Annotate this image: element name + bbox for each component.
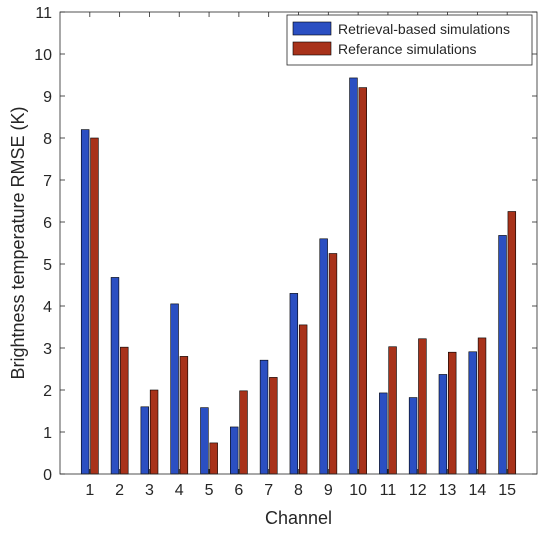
x-tick-label: 7 [264, 482, 273, 499]
bar-series1-ch10 [349, 77, 358, 475]
x-tick-label: 5 [205, 482, 214, 499]
bar-series2-ch11 [388, 346, 397, 475]
x-tick-label: 2 [115, 482, 124, 499]
legend: Retrieval-based simulations Referance sim… [286, 14, 533, 66]
x-tick-label: 8 [294, 482, 303, 499]
x-tick-label: 1 [85, 482, 94, 499]
bar-series2-ch14 [477, 337, 487, 475]
y-tick-label: 11 [35, 5, 52, 22]
y-tick-label: 1 [43, 425, 52, 442]
bar-series1-ch9 [319, 238, 328, 475]
bar-series1-ch7 [259, 359, 269, 475]
bar-series2-ch9 [328, 253, 338, 475]
bar-series1-ch5 [200, 407, 209, 475]
legend-swatch-series2 [292, 41, 332, 56]
x-tick-label: 6 [234, 482, 243, 499]
y-tick-label: 9 [43, 89, 52, 106]
y-tick-label: 2 [43, 383, 52, 400]
y-tick-label: 3 [43, 341, 52, 358]
bar-series2-ch13 [448, 351, 457, 475]
bar-series2-ch10 [358, 87, 367, 475]
bar-series2-ch8 [298, 324, 308, 475]
bar-series2-ch15 [507, 211, 517, 475]
y-tick-label: 6 [43, 215, 52, 232]
x-tick-label: 3 [145, 482, 154, 499]
bar-series1-ch6 [230, 426, 239, 475]
bar-series1-ch2 [110, 277, 120, 475]
y-tick-label: 7 [43, 173, 52, 190]
x-tick-label: 11 [380, 482, 397, 499]
x-axis-label: Channel [265, 508, 332, 528]
x-tick-label: 12 [409, 482, 427, 499]
bar-series2-ch7 [269, 377, 278, 475]
x-tick-label: 10 [349, 482, 367, 499]
bar-series2-ch1 [90, 137, 99, 475]
y-tick-label: 4 [43, 299, 52, 316]
bar-series1-ch4 [170, 303, 179, 475]
bar-series2-ch12 [418, 338, 427, 475]
legend-label-series1: Retrieval-based simulations [338, 21, 510, 37]
y-tick-label: 8 [43, 131, 52, 148]
y-tick-label: 5 [43, 257, 52, 274]
x-tick-label: 9 [324, 482, 333, 499]
legend-swatch-series1 [292, 21, 332, 36]
bar-series1-ch12 [408, 397, 418, 475]
legend-label-series2: Referance simulations [338, 41, 477, 57]
bar-series1-ch8 [289, 293, 299, 475]
bar-series2-ch6 [239, 390, 248, 475]
y-tick-label: 10 [34, 47, 52, 64]
x-tick-label: 13 [439, 482, 457, 499]
bar-series1-ch11 [379, 392, 388, 475]
bar-series1-ch14 [468, 351, 477, 475]
x-tick-label: 4 [175, 482, 184, 499]
y-axis-label: Brightness temperature RMSE (K) [8, 106, 28, 379]
plot-area [60, 12, 537, 474]
bar-series1-ch1 [80, 129, 90, 475]
bar-series2-ch2 [120, 346, 129, 475]
bar-series2-ch3 [149, 389, 159, 475]
x-tick-label: 15 [498, 482, 516, 499]
bar-series1-ch13 [438, 374, 448, 475]
bar-series1-ch15 [498, 235, 507, 475]
bar-series1-ch3 [140, 406, 149, 475]
y-tick-label: 0 [43, 467, 52, 484]
x-tick-label: 14 [468, 482, 486, 499]
bar-series2-ch4 [179, 356, 189, 475]
bar-series2-ch5 [209, 442, 218, 475]
